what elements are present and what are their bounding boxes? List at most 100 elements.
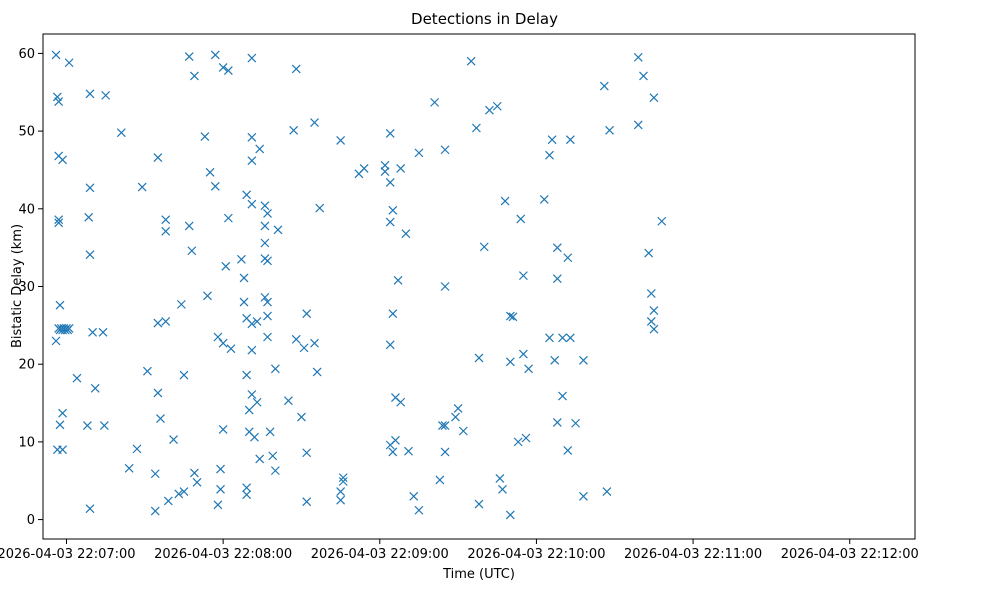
data-point <box>247 156 257 166</box>
data-point <box>474 353 484 363</box>
data-point <box>169 435 178 444</box>
chart-title: Detections in Delay <box>411 10 558 28</box>
data-point <box>602 487 612 497</box>
data-point <box>505 357 515 367</box>
data-point <box>179 370 189 380</box>
data-point <box>260 221 270 231</box>
data-point <box>179 487 189 497</box>
data-point <box>385 177 395 187</box>
data-point <box>451 412 460 422</box>
data-point <box>58 408 68 418</box>
data-point <box>550 355 560 365</box>
data-point <box>268 451 278 461</box>
data-point <box>99 421 109 430</box>
data-point <box>132 444 142 454</box>
data-point <box>646 317 656 326</box>
data-point <box>385 340 395 350</box>
data-point <box>190 468 199 478</box>
data-point <box>310 338 319 348</box>
data-point <box>563 253 573 263</box>
data-point <box>401 229 411 239</box>
data-point <box>72 373 82 383</box>
data-point <box>299 343 309 353</box>
plot-frame <box>42 33 916 540</box>
data-point <box>302 497 312 507</box>
data-point <box>466 56 476 66</box>
data-point <box>218 338 228 348</box>
data-point <box>247 319 257 329</box>
data-point <box>213 332 223 342</box>
data-point <box>302 448 312 458</box>
y-axis-label: Bistatic Delay (km) <box>10 224 25 348</box>
data-point <box>409 491 419 501</box>
data-point <box>498 484 507 494</box>
data-point <box>336 136 346 145</box>
data-point <box>244 405 254 415</box>
data-point <box>263 332 272 342</box>
data-point <box>216 464 225 474</box>
data-point <box>639 71 648 81</box>
data-point <box>518 271 528 281</box>
data-point <box>85 504 95 514</box>
data-point <box>485 105 494 115</box>
data-point <box>521 433 531 443</box>
data-point <box>153 388 163 398</box>
data-point <box>453 404 463 413</box>
data-point <box>150 469 160 479</box>
data-point <box>500 196 510 206</box>
data-point <box>247 132 257 142</box>
data-point <box>495 473 505 483</box>
data-point <box>657 216 667 226</box>
data-point <box>242 483 252 493</box>
data-point <box>247 390 257 399</box>
data-point <box>265 427 275 437</box>
data-point <box>302 309 312 319</box>
data-point <box>226 344 236 354</box>
data-point <box>289 125 299 135</box>
data-point <box>440 421 450 430</box>
data-point <box>260 238 270 248</box>
x-tick-label: 2026-04-03 22:07:00 <box>0 547 136 562</box>
data-point <box>124 463 134 473</box>
y-tick-label: 60 <box>18 47 35 62</box>
data-point <box>236 254 246 264</box>
data-point <box>297 412 306 422</box>
data-point <box>649 93 659 103</box>
data-point <box>291 64 301 74</box>
data-point <box>605 125 614 135</box>
y-tick-label: 0 <box>27 513 35 528</box>
y-axis-ticks: 0 10 20 30 40 50 60 <box>18 47 43 528</box>
data-point <box>545 333 554 343</box>
data-point <box>223 66 233 75</box>
y-tick-label: 40 <box>18 202 35 217</box>
data-point <box>516 214 526 224</box>
data-point <box>247 53 257 63</box>
data-point <box>571 418 581 428</box>
data-point <box>223 213 233 223</box>
data-point <box>565 135 575 145</box>
data-point <box>385 217 395 227</box>
data-point <box>242 490 252 500</box>
data-point <box>380 160 390 170</box>
data-point <box>210 181 220 191</box>
x-axis-ticks: 2026-04-03 22:07:00 2026-04-03 22:08:00 20… <box>0 539 919 562</box>
data-point <box>414 505 424 515</box>
data-point <box>187 246 197 256</box>
data-point <box>203 291 212 301</box>
data-point <box>633 52 643 62</box>
data-point <box>85 183 95 193</box>
data-point <box>260 201 270 211</box>
data-point <box>242 370 252 380</box>
data-point <box>396 397 406 407</box>
data-point <box>380 167 390 176</box>
data-point <box>315 203 325 213</box>
data-point <box>252 397 262 407</box>
data-point <box>414 148 424 158</box>
data-point <box>391 435 400 445</box>
data-point <box>54 97 64 107</box>
data-point <box>552 418 562 427</box>
data-point <box>255 454 265 464</box>
data-point <box>563 446 573 455</box>
data-point <box>273 225 283 235</box>
data-point <box>255 144 265 154</box>
